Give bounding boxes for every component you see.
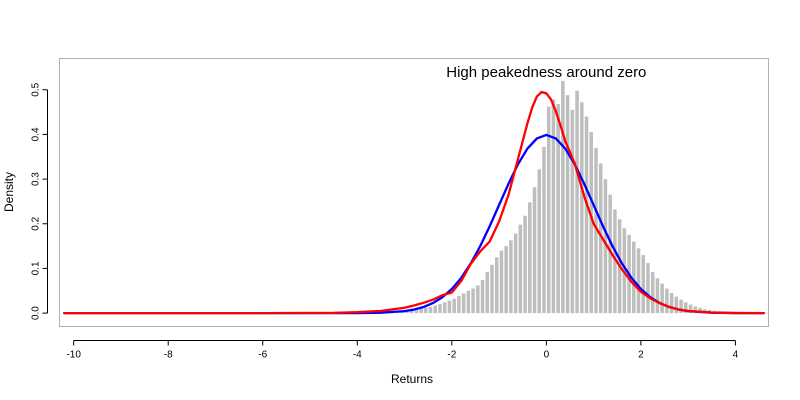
histogram-bar [532, 187, 537, 314]
histogram-bar [650, 272, 655, 314]
histogram-bar [598, 163, 603, 314]
histogram-bar [665, 288, 669, 314]
histogram-bar [556, 104, 560, 314]
histogram-bar [518, 224, 523, 314]
histogram-bar [447, 300, 452, 314]
histogram-bar [608, 194, 612, 314]
x-tick-label: -10 [66, 350, 81, 361]
histogram-bar [457, 296, 461, 314]
histogram-bar [684, 302, 688, 314]
y-tick-label: 0.1 [31, 261, 42, 275]
histogram-bar [646, 263, 650, 314]
chart-annotation: High peakedness around zero [446, 64, 646, 81]
y-tick-label: 0.0 [31, 306, 42, 320]
histogram-bar [570, 109, 575, 314]
density-lines [63, 90, 765, 315]
histogram-bar [632, 241, 636, 314]
histogram-bar [603, 179, 608, 314]
histogram-bar [476, 285, 480, 314]
histogram-bar [636, 248, 641, 314]
y-axis-title: Density [2, 172, 16, 212]
histogram-bar [471, 288, 475, 314]
histogram-bar [523, 215, 527, 314]
x-tick-label: 2 [638, 350, 644, 361]
y-axis: 0.0 0.1 0.2 0.3 0.4 0.5 [31, 82, 48, 320]
histogram-bar [674, 296, 679, 314]
histogram-bar [485, 272, 490, 314]
histogram-bar [589, 132, 594, 314]
histogram-bar [494, 257, 499, 314]
histogram-bar [679, 299, 683, 314]
y-tick-label: 0.5 [31, 82, 42, 96]
histogram-bar [698, 307, 702, 314]
histogram-bar [580, 102, 584, 314]
histogram-bar [452, 298, 456, 314]
histogram-bar [594, 147, 598, 314]
y-tick-label: 0.3 [31, 172, 42, 186]
histogram-bar [409, 309, 414, 314]
x-axis: -10 -8 -6 -4 -2 0 2 4 [66, 340, 739, 361]
kernel-density-line [63, 90, 765, 315]
histogram-bar [414, 309, 419, 314]
histogram-bar [546, 106, 551, 314]
histogram-bar [513, 233, 518, 314]
histogram-bar [504, 246, 508, 314]
histogram-bar [575, 90, 579, 314]
x-tick-label: -2 [447, 350, 456, 361]
histogram-bar [466, 290, 471, 314]
histogram-bar [490, 264, 494, 314]
histogram-bar [528, 202, 532, 314]
histogram-bar [419, 308, 423, 314]
histogram-bar [641, 255, 646, 314]
histogram-bar [551, 99, 556, 314]
histogram-bar [561, 80, 565, 314]
histogram-bar [480, 280, 485, 314]
histogram-bar [433, 305, 438, 314]
histogram-bar [499, 250, 504, 314]
x-tick-label: -8 [164, 350, 173, 361]
x-tick-label: -4 [353, 350, 362, 361]
histogram-bar [509, 240, 513, 314]
plot-area-frame [59, 58, 769, 327]
x-tick-label: -6 [258, 350, 267, 361]
histogram-bars [334, 80, 749, 314]
histogram-bar [669, 293, 674, 314]
histogram-bar [688, 304, 693, 314]
y-tick-label: 0.2 [31, 216, 42, 230]
histogram-bar [584, 116, 589, 314]
histogram-bar [442, 302, 447, 314]
histogram-bar [438, 304, 442, 314]
histogram-bar [542, 146, 546, 314]
histogram-bar [565, 95, 570, 314]
histogram-bar [461, 293, 466, 314]
histogram-bar [428, 306, 433, 314]
y-tick-label: 0.4 [31, 127, 42, 141]
histogram-bar [693, 306, 697, 314]
x-tick-label: 0 [544, 350, 550, 361]
x-tick-label: 4 [733, 350, 739, 361]
histogram-bar [655, 278, 660, 314]
histogram-bar [537, 169, 542, 314]
histogram-bar [660, 283, 664, 314]
x-axis-title: Returns [391, 372, 433, 386]
histogram-bar [424, 307, 428, 314]
histogram-bar [613, 209, 617, 314]
